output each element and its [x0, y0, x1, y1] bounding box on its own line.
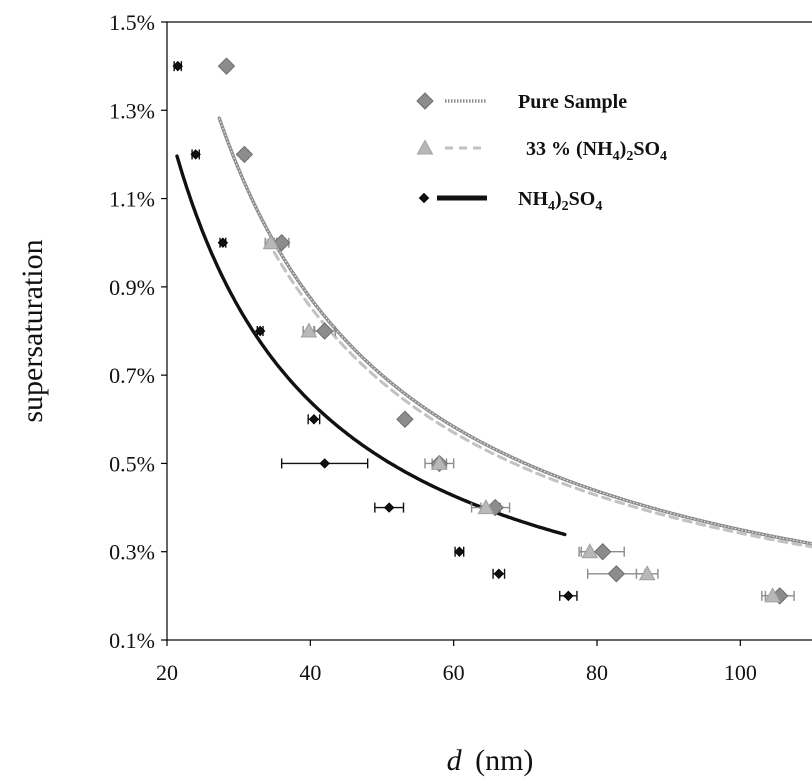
data-point-as	[217, 237, 229, 248]
x-axis-variable: d	[447, 744, 463, 777]
y-tick-label: 0.9%	[109, 275, 155, 300]
legend-marker-mix33	[416, 139, 434, 155]
legend-item-as: NH4)2SO4	[418, 188, 602, 214]
y-tick-label: 1.3%	[109, 98, 155, 123]
x-tick-label: 80	[586, 660, 608, 685]
fit-line-as	[175, 154, 567, 537]
legend-label-mix33: 33 % (NH4)2SO4	[526, 138, 667, 164]
legend-label-as: NH4)2SO4	[518, 188, 602, 214]
fit-line-mix33	[265, 238, 812, 549]
data-point-as	[254, 325, 266, 337]
data-point-as	[493, 568, 505, 579]
data-point-mix33	[300, 322, 318, 338]
x-axis-title: d (nm)	[447, 744, 534, 777]
data-point-pure	[235, 145, 254, 164]
y-tick-label: 0.5%	[109, 451, 155, 476]
data-point-mix33	[477, 499, 495, 515]
data-point-pure	[217, 57, 236, 75]
x-axis-unit: (nm)	[475, 744, 533, 777]
data-point-as	[172, 60, 183, 72]
legend: Pure Sample 33 % (NH4)2SO4 NH4)2SO4	[416, 91, 667, 214]
data-point-mix33	[430, 454, 448, 470]
data-point-pure	[315, 322, 334, 340]
data-point-mix33	[638, 565, 656, 581]
data-point-as	[190, 149, 201, 160]
x-tick-label: 100	[724, 660, 757, 685]
x-tick-label: 60	[443, 660, 465, 685]
data-point-mix33	[262, 234, 280, 250]
data-point-as	[563, 590, 574, 602]
legend-marker-pure	[416, 92, 434, 110]
y-axis-ticks: 0.1% 0.3% 0.5% 0.7% 0.9% 1.1% 1.3% 1.5%	[109, 10, 167, 653]
y-tick-label: 1.5%	[109, 10, 155, 35]
y-tick-label: 0.7%	[109, 363, 155, 388]
data-point-as	[383, 502, 395, 513]
legend-label-pure: Pure Sample	[518, 91, 627, 113]
markers	[172, 57, 789, 605]
data-point-pure	[594, 543, 612, 561]
y-tick-label: 1.1%	[109, 187, 155, 212]
data-point-as	[319, 458, 330, 469]
x-tick-label: 20	[156, 660, 178, 685]
fit-line-pure-inner	[218, 118, 812, 545]
y-tick-label: 0.1%	[109, 628, 155, 653]
x-tick-label: 40	[299, 660, 321, 685]
legend-item-pure: Pure Sample	[416, 91, 627, 113]
data-point-mix33	[581, 543, 599, 559]
y-axis-title: supersaturation	[16, 239, 49, 422]
legend-item-mix33: 33 % (NH4)2SO4	[416, 138, 667, 164]
data-point-as	[308, 414, 320, 425]
data-point-pure	[607, 565, 626, 583]
y-tick-label: 0.3%	[109, 540, 155, 565]
plot-frame	[166, 21, 812, 641]
data-point-mix33	[764, 587, 781, 603]
fit-lines	[175, 116, 812, 549]
x-axis-ticks: 20 40 60 80 100	[156, 640, 757, 685]
legend-marker-as	[418, 192, 430, 204]
plot-area	[166, 21, 812, 641]
data-point-as	[454, 546, 465, 557]
data-point-pure	[396, 410, 414, 428]
